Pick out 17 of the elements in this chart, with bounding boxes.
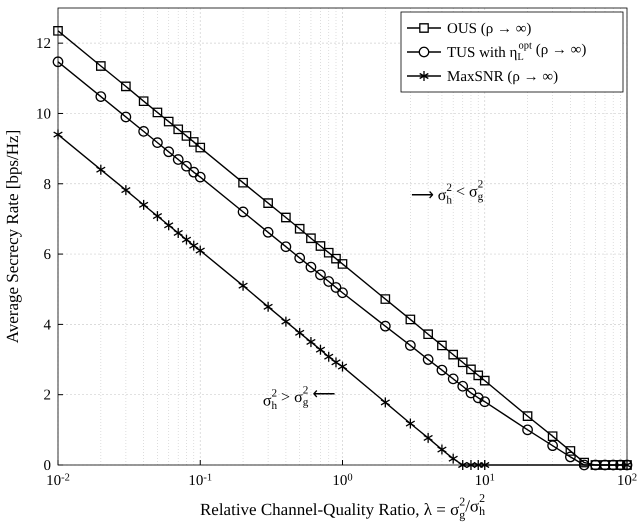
y-tick-label: 6	[44, 247, 52, 264]
x-tick-label: 10$^{2}$	[616, 472, 638, 489]
x-tick-label: 10$^{0}$	[332, 472, 353, 489]
x-tick-label: 10$^{-1}$	[188, 472, 212, 489]
annotation: σ$_{h}$$^{2}$ > σ$_{g}$$^{2}$ ⟵	[262, 384, 336, 412]
y-tick-label: 12	[36, 36, 51, 52]
legend-label: MaxSNR (ρ → ∞)	[447, 69, 558, 85]
x-tick-label: 10$^{1}$	[474, 472, 495, 489]
legend-label: TUS with η$_{L}$$^{opt}$ (ρ → ∞)	[447, 40, 586, 64]
y-tick-label: 10	[36, 106, 51, 122]
y-tick-label: 4	[44, 317, 52, 334]
y-axis-title: Average Secrecy Rate [bps/Hz]	[3, 130, 22, 344]
legend-label: OUS (ρ → ∞)	[447, 21, 532, 37]
y-tick-label: 0	[44, 458, 51, 474]
y-tick-label: 8	[44, 176, 51, 193]
y-tick-label: 2	[44, 388, 51, 404]
x-tick-label: 10$^{-2}$	[46, 472, 70, 489]
